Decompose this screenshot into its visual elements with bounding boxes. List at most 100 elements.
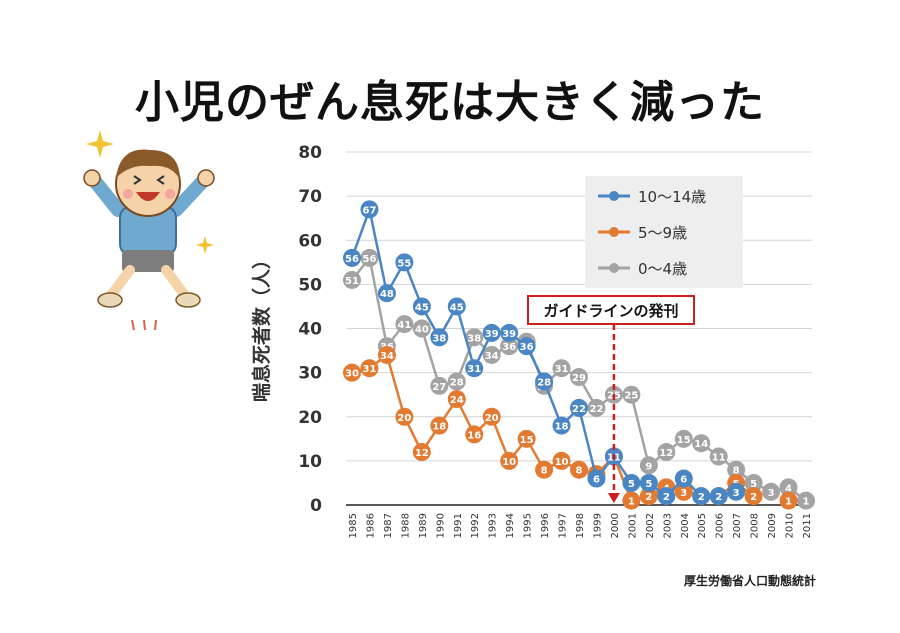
data-label: 8 <box>541 466 548 477</box>
data-point <box>412 297 431 316</box>
data-point <box>570 368 588 387</box>
data-point <box>430 328 449 347</box>
y-tick-label: 60 <box>298 231 322 251</box>
x-tick-label: 2009 <box>767 513 778 538</box>
data-point <box>622 385 641 404</box>
data-point <box>500 337 519 356</box>
data-label: 2 <box>645 492 652 503</box>
data-label: 10 <box>555 457 569 468</box>
data-point <box>430 416 449 435</box>
data-label: 6 <box>593 475 600 486</box>
data-point <box>797 491 815 510</box>
data-point <box>447 297 466 316</box>
data-point <box>395 253 414 272</box>
data-point <box>447 390 466 409</box>
data-point <box>744 473 763 492</box>
y-axis-label: 喘息死者数（人） <box>250 250 273 402</box>
x-tick-label: 1991 <box>453 513 464 538</box>
data-point <box>779 478 798 497</box>
data-point <box>570 460 588 479</box>
data-label: 20 <box>485 413 499 424</box>
data-point <box>343 363 361 382</box>
x-tick-label: 1989 <box>418 513 429 538</box>
data-label: 31 <box>555 364 569 375</box>
data-label: 12 <box>659 448 673 459</box>
y-tick-label: 80 <box>298 143 322 163</box>
data-point <box>465 328 484 347</box>
data-label: 55 <box>397 258 411 269</box>
data-label: 51 <box>345 276 359 287</box>
data-point <box>343 270 361 289</box>
data-point <box>674 429 693 448</box>
data-point <box>727 460 746 479</box>
data-point <box>482 345 501 364</box>
data-point <box>482 407 501 426</box>
data-label: 11 <box>712 452 726 463</box>
annotation-arrowhead <box>607 493 620 503</box>
data-label: 40 <box>415 325 429 336</box>
data-label: 67 <box>363 205 377 216</box>
data-point <box>570 398 588 417</box>
x-tick-label: 1995 <box>523 513 534 538</box>
data-label: 45 <box>415 302 429 313</box>
x-tick-label: 1985 <box>348 513 359 538</box>
data-point <box>343 248 361 267</box>
y-tick-label: 20 <box>298 408 322 428</box>
data-point <box>709 447 728 466</box>
data-point <box>517 429 536 448</box>
y-tick-label: 0 <box>310 496 322 516</box>
y-tick-label: 70 <box>298 187 322 207</box>
data-point <box>622 473 641 492</box>
data-point <box>377 284 396 303</box>
data-label: 31 <box>467 364 481 375</box>
data-label: 28 <box>450 377 464 388</box>
data-point <box>360 248 379 267</box>
x-tick-label: 2011 <box>802 513 813 538</box>
data-point <box>500 323 519 342</box>
x-tick-label: 1993 <box>488 513 499 538</box>
data-label: 34 <box>380 351 394 362</box>
x-tick-label: 2000 <box>610 513 621 538</box>
x-tick-label: 2008 <box>750 513 761 538</box>
data-label: 1 <box>628 497 635 508</box>
legend-swatch-marker <box>609 227 619 237</box>
data-label: 29 <box>572 373 586 384</box>
series-2: 30313420121824162010158108711124322521 <box>343 345 798 510</box>
x-tick-label: 1990 <box>435 513 446 538</box>
data-point <box>500 451 519 470</box>
data-point <box>657 487 676 506</box>
data-point <box>674 482 693 501</box>
data-label: 18 <box>432 422 446 433</box>
y-tick-label: 50 <box>298 275 322 295</box>
data-label: 9 <box>645 461 652 472</box>
data-label: 1 <box>803 497 810 508</box>
legend-label: 10〜14歳 <box>638 188 706 206</box>
legend-label: 0〜4歳 <box>638 260 687 278</box>
data-point <box>639 487 658 506</box>
legend-swatch-marker <box>609 191 619 201</box>
data-point <box>709 487 728 506</box>
legend-label: 5〜9歳 <box>638 224 687 242</box>
data-point <box>395 315 414 334</box>
data-label: 5 <box>750 479 757 490</box>
data-point <box>412 319 431 338</box>
data-label: 2 <box>715 492 722 503</box>
x-tick-label: 1986 <box>365 513 376 538</box>
data-point <box>674 469 693 488</box>
data-label: 39 <box>502 329 516 340</box>
data-label: 36 <box>502 342 516 353</box>
data-point <box>744 487 763 506</box>
data-label: 31 <box>363 364 377 375</box>
data-label: 14 <box>694 439 708 450</box>
data-label: 25 <box>624 391 638 402</box>
y-tick-label: 40 <box>298 320 322 340</box>
data-point <box>622 491 641 510</box>
x-tick-label: 1996 <box>540 513 551 538</box>
data-label: 6 <box>680 475 687 486</box>
x-tick-label: 1999 <box>592 513 603 538</box>
data-label: 2 <box>698 492 705 503</box>
data-label: 12 <box>415 448 429 459</box>
x-tick-label: 2001 <box>627 513 638 538</box>
data-point <box>360 200 379 219</box>
